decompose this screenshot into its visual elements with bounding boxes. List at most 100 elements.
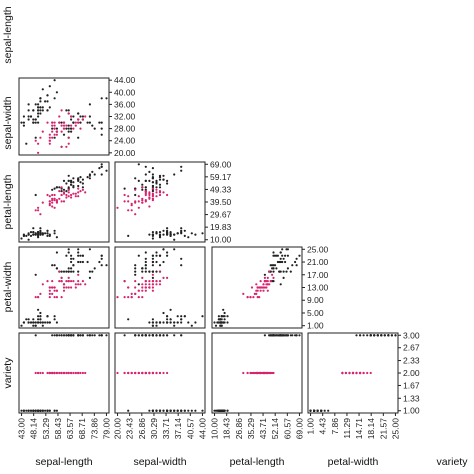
- data-point: [88, 174, 91, 177]
- data-point: [53, 133, 56, 136]
- data-point: [60, 334, 63, 337]
- data-point: [194, 409, 197, 412]
- data-point: [72, 121, 75, 124]
- data-point: [53, 371, 56, 375]
- data-point: [79, 190, 82, 193]
- data-point: [88, 177, 91, 180]
- data-point: [29, 409, 33, 412]
- data-point: [148, 196, 151, 199]
- data-point: [144, 371, 147, 375]
- column-axis-title-petal-width: petal-width: [328, 456, 379, 468]
- data-point: [127, 200, 130, 203]
- data-point: [144, 251, 147, 254]
- data-point: [155, 321, 158, 324]
- data-point: [151, 270, 154, 273]
- data-point: [93, 127, 96, 130]
- x-tick-label-sepal-length: 63.57: [65, 418, 75, 440]
- data-point: [180, 165, 183, 168]
- data-point: [158, 254, 162, 257]
- data-point: [279, 257, 282, 260]
- data-point: [34, 409, 37, 412]
- data-point: [180, 257, 183, 260]
- data-point: [88, 121, 91, 124]
- data-point: [48, 292, 51, 295]
- data-point: [37, 106, 40, 109]
- data-point: [123, 371, 126, 375]
- data-point: [166, 276, 169, 279]
- data-point: [77, 270, 80, 273]
- data-point: [366, 334, 369, 337]
- data-point: [268, 270, 271, 273]
- data-point: [79, 260, 82, 264]
- data-point: [158, 409, 162, 412]
- data-point: [376, 334, 379, 337]
- data-point: [100, 97, 103, 100]
- data-point: [272, 280, 275, 283]
- data-point: [100, 173, 103, 176]
- data-point: [295, 334, 298, 337]
- data-point: [187, 321, 190, 324]
- data-point: [55, 251, 59, 254]
- data-point: [60, 130, 63, 133]
- data-point: [55, 236, 59, 239]
- data-point: [34, 121, 37, 124]
- x-tick-label-petal-length: 10.00: [210, 418, 220, 440]
- data-point: [323, 409, 326, 412]
- data-point: [88, 270, 91, 273]
- data-point: [155, 334, 158, 337]
- data-point: [91, 170, 94, 173]
- data-point: [51, 130, 54, 133]
- data-point: [72, 184, 75, 188]
- data-point: [166, 334, 169, 337]
- data-point: [51, 201, 54, 204]
- data-point: [27, 238, 30, 241]
- data-point: [55, 127, 59, 130]
- data-point: [77, 283, 80, 286]
- column-axis-title-petal-length: petal-length: [230, 456, 285, 468]
- data-point: [53, 193, 56, 197]
- data-point: [79, 176, 82, 179]
- data-point: [286, 254, 289, 257]
- data-point: [70, 196, 73, 199]
- data-point: [41, 321, 44, 324]
- data-point: [70, 371, 73, 375]
- data-point: [37, 142, 40, 145]
- data-point: [187, 409, 190, 412]
- data-point: [320, 409, 323, 412]
- data-point: [249, 296, 252, 299]
- data-point: [65, 124, 68, 127]
- data-point: [276, 260, 279, 264]
- data-point: [134, 264, 137, 267]
- data-point: [158, 193, 162, 197]
- data-point: [155, 254, 158, 257]
- data-point: [286, 248, 289, 251]
- column-axis-title-sepal-width: sepal-width: [133, 456, 186, 468]
- data-point: [86, 260, 89, 264]
- data-point: [62, 286, 66, 289]
- data-point: [39, 311, 42, 315]
- data-point: [48, 142, 51, 145]
- data-point: [155, 182, 158, 185]
- data-point: [77, 254, 80, 257]
- data-point: [123, 200, 126, 203]
- data-point: [37, 409, 40, 412]
- data-point: [67, 248, 70, 251]
- data-point: [81, 334, 84, 337]
- data-point: [77, 248, 80, 251]
- y-tick-label-variety: 1.00: [403, 406, 420, 416]
- data-point: [91, 270, 94, 273]
- data-point: [286, 267, 289, 270]
- data-point: [65, 109, 68, 112]
- y-tick-label-petal-length: 29.67: [210, 210, 232, 220]
- data-point: [70, 130, 73, 133]
- data-point: [262, 289, 265, 292]
- data-point: [39, 109, 42, 112]
- data-point: [53, 136, 56, 139]
- data-point: [70, 286, 73, 289]
- y-tick-label-petal-length: 10.00: [210, 235, 232, 245]
- data-point: [263, 276, 266, 279]
- data-point: [183, 229, 186, 232]
- data-point: [226, 315, 229, 318]
- data-point: [53, 229, 56, 232]
